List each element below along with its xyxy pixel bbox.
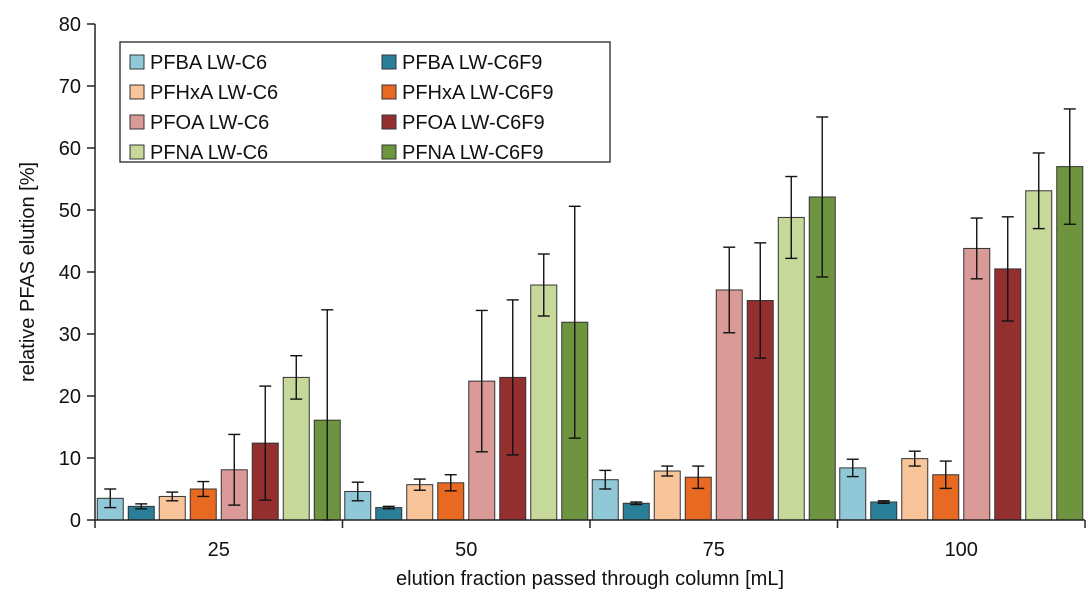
bars (96, 108, 1084, 521)
y-tick-label: 20 (59, 386, 81, 408)
legend-label: PFHxA LW-C6F9 (402, 82, 554, 104)
bar (622, 502, 650, 521)
bar (530, 284, 558, 521)
bar (1025, 190, 1053, 521)
legend-swatch (381, 114, 397, 130)
y-tick-label: 40 (59, 262, 81, 284)
y-tick-label: 30 (59, 324, 81, 346)
y-tick-label: 60 (59, 138, 81, 160)
legend-label: PFOA LW-C6F9 (402, 112, 545, 134)
bar (963, 247, 991, 521)
bar (653, 470, 681, 521)
legend-label: PFNA LW-C6 (150, 142, 268, 164)
bar (870, 501, 898, 521)
legend-label: PFHxA LW-C6 (150, 82, 278, 104)
legend-swatch (381, 144, 397, 160)
x-axis-title: elution fraction passed through column [… (396, 568, 784, 590)
legend: PFBA LW-C6 PFBA LW-C6F9 PFHxA LW-C6 PFHxA L… (119, 41, 611, 164)
legend-box (119, 41, 611, 163)
bar (777, 216, 805, 521)
legend-swatch (129, 114, 145, 130)
axes: 0 10 20 30 40 50 60 70 80 25 50 75 100 (59, 14, 1086, 561)
legend-label: PFBA LW-C6F9 (402, 52, 542, 74)
legend-label: PFBA LW-C6 (150, 52, 267, 74)
bar (684, 476, 712, 521)
x-tick-label: 75 (703, 539, 725, 561)
legend-swatch (129, 144, 145, 160)
legend-swatch (381, 54, 397, 70)
y-axis-title: relative PFAS elution [%] (17, 162, 39, 382)
x-tick-label: 25 (208, 539, 230, 561)
y-tick-label: 70 (59, 76, 81, 98)
y-tick-label: 10 (59, 448, 81, 470)
y-tick-label: 50 (59, 200, 81, 222)
y-tick-label: 0 (70, 510, 81, 532)
legend-label: PFNA LW-C6F9 (402, 142, 544, 164)
x-tick-label: 50 (455, 539, 477, 561)
bar (282, 376, 310, 521)
legend-swatch (129, 54, 145, 70)
legend-swatch (129, 84, 145, 100)
y-tick-label: 80 (59, 14, 81, 36)
legend-swatch (381, 84, 397, 100)
bar (901, 458, 929, 521)
x-tick-label: 100 (945, 539, 978, 561)
legend-label: PFOA LW-C6 (150, 112, 269, 134)
